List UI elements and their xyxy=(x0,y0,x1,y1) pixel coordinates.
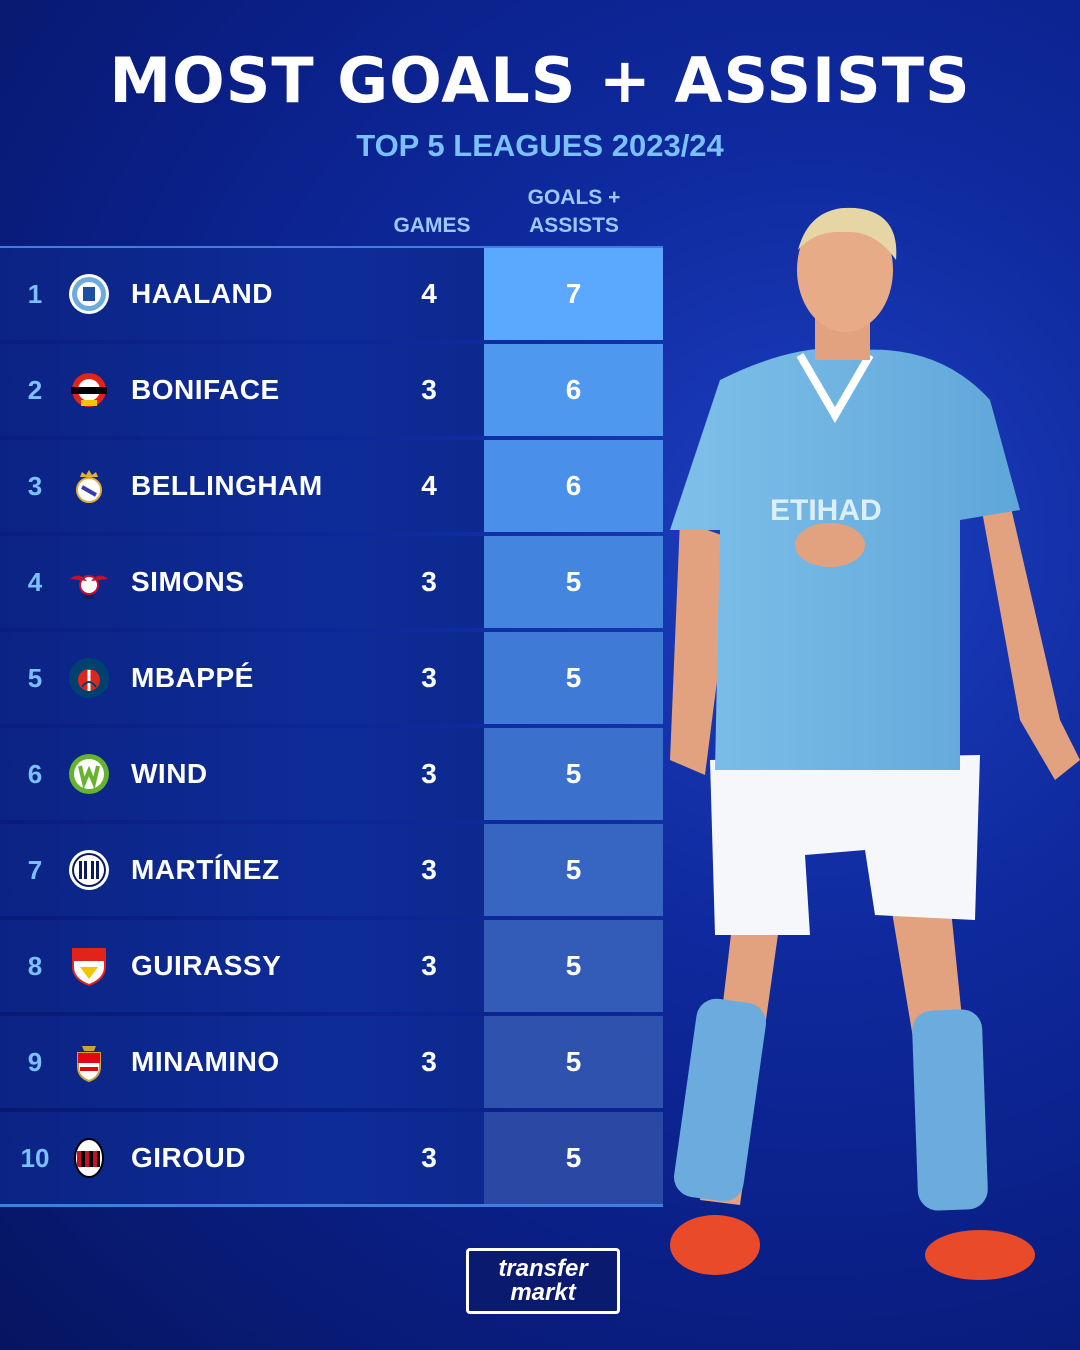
goals-assists-value: 5 xyxy=(484,536,663,628)
logo-line1: transfer xyxy=(498,1255,588,1282)
monaco-crest-icon xyxy=(68,1041,110,1083)
rank: 9 xyxy=(27,1046,43,1077)
games-value: 3 xyxy=(421,566,437,597)
games-value: 4 xyxy=(421,470,437,501)
table-row: 9 MINAMINO 3 5 xyxy=(0,1016,663,1108)
goals-assists-value: 5 xyxy=(484,920,663,1012)
leipzig-crest-icon xyxy=(68,561,110,603)
rank: 2 xyxy=(27,374,43,405)
player-name: GIROUD xyxy=(131,1142,246,1173)
goals-assists-value: 5 xyxy=(484,632,663,724)
table-row: 4 SIMONS 3 5 xyxy=(0,536,663,628)
games-value: 3 xyxy=(421,662,437,693)
wolfsburg-crest-icon xyxy=(68,753,110,795)
goals-assists-value: 7 xyxy=(484,248,663,340)
psg-crest-icon xyxy=(68,657,110,699)
player-name: MINAMINO xyxy=(131,1046,280,1077)
player-name: WIND xyxy=(131,758,208,789)
goals-assists-value: 6 xyxy=(484,440,663,532)
table-bottom-rule xyxy=(0,1204,663,1207)
player-name: MBAPPÉ xyxy=(131,662,254,693)
svg-text:ETIHAD: ETIHAD xyxy=(770,494,882,527)
rank: 10 xyxy=(20,1142,50,1173)
games-value: 3 xyxy=(421,1046,437,1077)
goals-assists-value: 5 xyxy=(484,728,663,820)
rank: 8 xyxy=(27,950,43,981)
table-row: 10 GIROUD 3 5 xyxy=(0,1112,663,1204)
goals-assists-value: 5 xyxy=(484,824,663,916)
inter-crest-icon xyxy=(68,849,110,891)
real-madrid-crest-icon xyxy=(68,465,110,507)
player-name: HAALAND xyxy=(131,278,273,309)
player-photo: ETIHAD xyxy=(670,207,1080,1280)
ranking-table: 1 HAALAND 4 7 2 BONIFACE 3 6 3 BELLINGHA… xyxy=(0,248,663,1208)
rank: 5 xyxy=(27,662,43,693)
column-header-games: GAMES xyxy=(393,214,471,237)
games-value: 4 xyxy=(421,278,437,309)
page-title: MOST GOALS + ASSISTS xyxy=(109,44,971,117)
rank: 4 xyxy=(27,566,43,597)
leverkusen-crest-icon xyxy=(68,369,110,411)
column-header-ga-line2: ASSISTS xyxy=(529,214,619,237)
table-row: 2 BONIFACE 3 6 xyxy=(0,344,663,436)
table-row: 3 BELLINGHAM 4 6 xyxy=(0,440,663,532)
rank: 7 xyxy=(27,854,43,885)
transfermarkt-logo: transfer markt xyxy=(466,1248,620,1314)
page-subtitle: TOP 5 LEAGUES 2023/24 xyxy=(356,128,724,163)
milan-crest-icon xyxy=(68,1137,110,1179)
table-row: 1 HAALAND 4 7 xyxy=(0,248,663,340)
rank: 3 xyxy=(27,470,43,501)
player-name: GUIRASSY xyxy=(131,950,282,981)
table-row: 6 WIND 3 5 xyxy=(0,728,663,820)
rank: 1 xyxy=(27,278,43,309)
games-value: 3 xyxy=(421,374,437,405)
man-city-crest-icon xyxy=(68,273,110,315)
table-row: 8 GUIRASSY 3 5 xyxy=(0,920,663,1012)
stuttgart-crest-icon xyxy=(68,945,110,987)
games-value: 3 xyxy=(421,950,437,981)
player-name: MARTÍNEZ xyxy=(131,854,280,885)
column-header-ga-line1: GOALS + xyxy=(527,186,621,209)
table-row: 7 MARTÍNEZ 3 5 xyxy=(0,824,663,916)
player-name: BELLINGHAM xyxy=(131,470,323,501)
goals-assists-value: 5 xyxy=(484,1016,663,1108)
logo-line2: markt xyxy=(510,1279,576,1306)
games-value: 3 xyxy=(421,1142,437,1173)
goals-assists-value: 6 xyxy=(484,344,663,436)
rank: 6 xyxy=(27,758,43,789)
column-header-goals-assists: GOALS + ASSISTS xyxy=(484,184,664,240)
table-row: 5 MBAPPÉ 3 5 xyxy=(0,632,663,724)
player-name: BONIFACE xyxy=(131,374,280,405)
games-value: 3 xyxy=(421,758,437,789)
goals-assists-value: 5 xyxy=(484,1112,663,1204)
games-value: 3 xyxy=(421,854,437,885)
player-name: SIMONS xyxy=(131,566,245,597)
table-top-rule xyxy=(0,246,663,249)
